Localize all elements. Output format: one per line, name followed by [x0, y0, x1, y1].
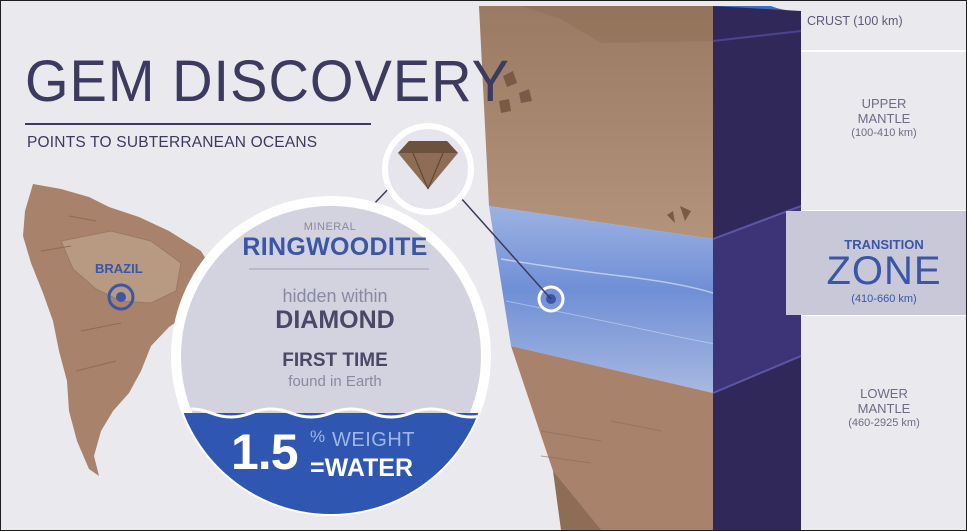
- lower-mantle-range: (460-2925 km): [848, 417, 920, 429]
- upper-mantle-line: MANTLE: [857, 111, 911, 126]
- water-percentage: 1.5: [231, 424, 299, 480]
- lower-mantle-line: LOWER: [860, 386, 908, 401]
- page-subtitle: POINTS TO SUBTERRANEAN OCEANS: [27, 134, 318, 151]
- transition-zone-band: [786, 211, 966, 315]
- hidden-within-text: hidden within: [282, 286, 388, 306]
- callout-circle: [171, 196, 491, 516]
- percent-sign: %: [310, 427, 326, 446]
- earth-cross-section: [479, 6, 802, 530]
- first-time-text: FIRST TIME: [282, 350, 388, 371]
- south-america-map: [23, 184, 216, 476]
- location-target-icon: [107, 283, 135, 311]
- water-text: =WATER: [310, 454, 414, 482]
- title-divider: [25, 123, 371, 125]
- transition-target-icon: [537, 285, 565, 313]
- crust-label: CRUST (100 km): [807, 14, 903, 28]
- lower-mantle-label: LOWER MANTLE (460-2925 km): [809, 386, 959, 431]
- mineral-label: MINERAL: [303, 221, 357, 233]
- upper-mantle-range: (100-410 km): [851, 127, 917, 139]
- transition-range: (410-660 km): [851, 293, 917, 305]
- lower-mantle-line: MANTLE: [857, 401, 911, 416]
- upper-mantle-line: UPPER: [861, 96, 907, 111]
- transition-label: TRANSITION: [844, 237, 924, 252]
- zone-label: ZONE: [826, 249, 942, 293]
- weight-text: WEIGHT: [332, 429, 415, 451]
- page-title: GEM DISCOVERY: [25, 47, 510, 114]
- country-label: BRAZIL: [95, 261, 143, 276]
- mineral-name: RINGWOODITE: [242, 233, 428, 261]
- callout-divider: [249, 268, 429, 270]
- found-in-earth-text: found in Earth: [288, 373, 382, 390]
- diamond-text: DIAMOND: [275, 306, 395, 334]
- callout-divider: [249, 341, 429, 342]
- upper-mantle-label: UPPER MANTLE (100-410 km): [809, 96, 959, 141]
- diamond-icon: [382, 123, 474, 215]
